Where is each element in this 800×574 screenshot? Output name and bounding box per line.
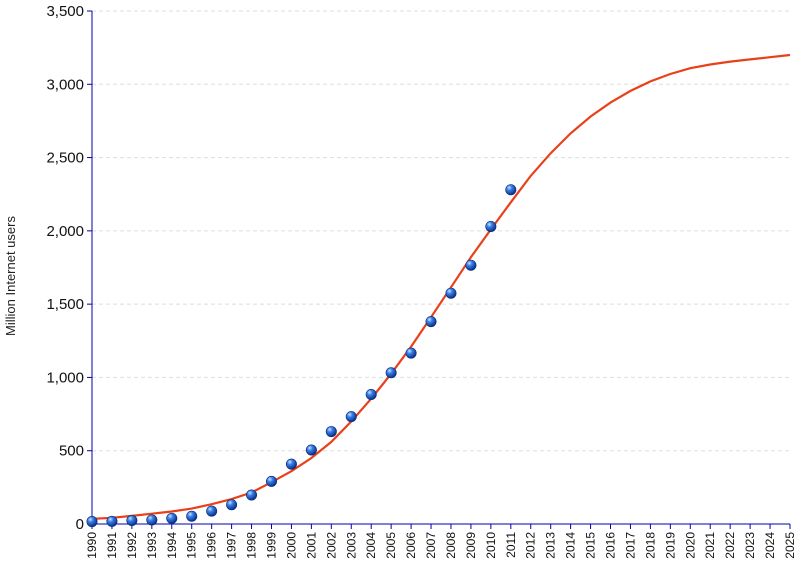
x-tick-label: 2002 — [324, 532, 338, 559]
data-point — [345, 411, 357, 423]
x-tick-label: 2009 — [464, 532, 478, 559]
x-tick-label: 2020 — [683, 532, 697, 559]
data-point — [246, 489, 258, 501]
x-tick-label: 2019 — [663, 532, 677, 559]
data-point — [226, 499, 238, 511]
data-point — [146, 514, 158, 526]
x-tick-label: 1993 — [145, 532, 159, 559]
data-point — [206, 505, 218, 517]
x-tick-label: 1998 — [245, 532, 259, 559]
y-tick-label: 1,000 — [46, 369, 84, 386]
y-tick-label: 2,000 — [46, 223, 84, 240]
x-tick-label: 2023 — [743, 532, 757, 559]
y-tick-labels: 0 500 1,000 1,500 2,000 2,500 3,000 3,500 — [46, 3, 84, 533]
x-tick-label: 2000 — [284, 532, 298, 559]
y-tick-label: 3,500 — [46, 3, 84, 20]
y-tick-label: 500 — [59, 443, 84, 460]
x-tick-label: 2016 — [604, 532, 618, 559]
x-tick-label: 2013 — [544, 532, 558, 559]
y-tick-label: 1,500 — [46, 296, 84, 313]
x-tick-label: 2014 — [564, 532, 578, 559]
y-tick-label: 2,500 — [46, 150, 84, 167]
x-tick-label: 1999 — [264, 532, 278, 559]
x-tick-label: 2017 — [623, 532, 637, 559]
data-point — [505, 184, 517, 196]
y-tick-label: 0 — [76, 516, 84, 533]
x-tick-label: 2005 — [384, 532, 398, 559]
x-tick-label: 2004 — [364, 532, 378, 559]
x-tick-label: 2001 — [304, 532, 318, 559]
x-tick-label: 2021 — [703, 532, 717, 559]
x-tick-label: 2008 — [444, 532, 458, 559]
x-tick-label: 1997 — [225, 532, 239, 559]
data-point — [385, 367, 397, 379]
x-tick-label: 2007 — [424, 532, 438, 559]
x-tick-label: 1990 — [85, 532, 99, 559]
trend-line-layer — [91, 53, 791, 520]
data-point — [365, 388, 377, 400]
data-point — [485, 221, 497, 233]
data-point — [325, 426, 337, 438]
data-point — [106, 515, 118, 527]
x-tick-label: 2025 — [783, 532, 797, 559]
gridlines — [92, 10, 790, 452]
data-point — [186, 510, 198, 522]
x-tick-label: 1992 — [125, 532, 139, 559]
x-tick-label: 1996 — [205, 532, 219, 559]
x-tick-label: 2006 — [404, 532, 418, 559]
trend-line — [91, 53, 791, 520]
x-tick-label: 2015 — [584, 532, 598, 559]
data-point — [465, 259, 477, 271]
data-point — [285, 458, 297, 470]
data-point — [445, 287, 457, 299]
x-tick-label: 2010 — [484, 532, 498, 559]
x-tick-label: 2022 — [723, 532, 737, 559]
x-tick-label: 2018 — [643, 532, 657, 559]
x-tick-labels: 1990 1991 1992 1993 1994 1995 1996 1997 1998 1999… — [85, 532, 797, 559]
data-point — [86, 516, 98, 528]
x-tick-label: 1994 — [165, 532, 179, 559]
data-point — [305, 444, 317, 456]
data-point — [265, 475, 277, 487]
x-tick-label: 2011 — [504, 532, 518, 558]
x-tick-label: 2024 — [763, 532, 777, 559]
x-tick-label: 1995 — [185, 532, 199, 559]
x-tick-label: 2012 — [524, 532, 538, 559]
x-tick-label: 1991 — [105, 532, 119, 559]
data-point — [126, 515, 138, 527]
y-tick-label: 3,000 — [46, 76, 84, 93]
data-point — [425, 316, 437, 328]
y-axis-title: Million Internet users — [3, 216, 18, 336]
data-point — [405, 347, 417, 359]
data-point — [166, 512, 178, 524]
axes — [87, 10, 791, 529]
data-points-layer — [86, 184, 517, 528]
x-tick-label: 2003 — [344, 532, 358, 559]
